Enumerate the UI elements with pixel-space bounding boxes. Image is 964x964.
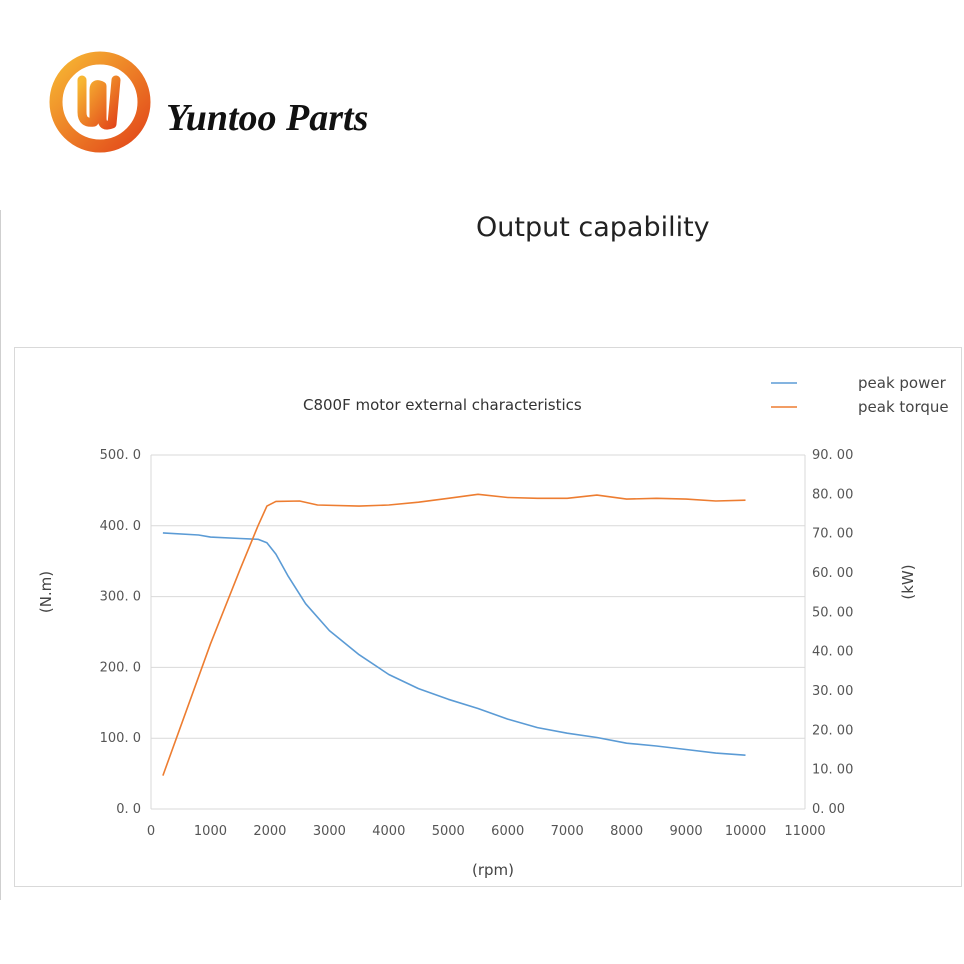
x-tick-label: 10000	[725, 824, 766, 839]
x-tick-label: 11000	[784, 824, 825, 839]
x-tick-label: 0	[147, 824, 155, 839]
y-left-axis-label: (N.m)	[37, 571, 55, 613]
x-axis-label: (rpm)	[472, 861, 514, 879]
x-tick-label: 4000	[372, 824, 405, 839]
yuntoo-logo-icon	[49, 51, 151, 153]
y-left-tick-label: 500. 0	[100, 448, 141, 463]
y-left-tick-label: 300. 0	[100, 590, 141, 605]
brand-name: Yuntoo Parts	[166, 97, 369, 139]
x-tick-label: 6000	[491, 824, 524, 839]
x-tick-label: 3000	[313, 824, 346, 839]
y-right-tick-label: 90. 00	[812, 448, 853, 463]
y-right-tick-label: 30. 00	[812, 684, 853, 699]
x-tick-label: 7000	[551, 824, 584, 839]
y-right-tick-label: 20. 00	[812, 723, 853, 738]
y-left-tick-label: 200. 0	[100, 660, 141, 675]
y-right-tick-label: 10. 00	[812, 763, 853, 778]
y-right-tick-label: 80. 00	[812, 487, 853, 502]
chart-title: C800F motor external characteristics	[303, 396, 582, 414]
x-tick-label: 1000	[194, 824, 227, 839]
legend-label-peak-torque: peak torque	[858, 398, 949, 416]
y-left-tick-label: 0. 0	[116, 802, 141, 817]
y-left-tick-label: 400. 0	[100, 519, 141, 534]
y-right-tick-label: 60. 00	[812, 566, 853, 581]
peak-power-line	[162, 532, 746, 756]
x-tick-label: 9000	[670, 824, 703, 839]
y-right-tick-label: 50. 00	[812, 605, 853, 620]
peak-torque-line	[162, 493, 746, 776]
chart-frame: 0. 0 100. 0 200. 0 300. 0 400. 0 500. 0 0. 00 1…	[14, 347, 962, 887]
y-right-tick-label: 0. 00	[812, 802, 845, 817]
x-tick-label: 8000	[610, 824, 643, 839]
y-left-tick-label: 100. 0	[100, 731, 141, 746]
motor-characteristics-chart: 0. 0 100. 0 200. 0 300. 0 400. 0 500. 0 0. 00 1…	[37, 374, 949, 879]
y-right-tick-label: 40. 00	[812, 645, 853, 660]
x-tick-label: 2000	[253, 824, 286, 839]
page-title: Output capability	[476, 212, 710, 243]
left-divider	[0, 210, 1, 900]
y-right-tick-label: 70. 00	[812, 527, 853, 542]
x-tick-label: 5000	[432, 824, 465, 839]
legend-label-peak-power: peak power	[858, 374, 947, 392]
y-right-axis-label: (kW)	[899, 564, 917, 599]
